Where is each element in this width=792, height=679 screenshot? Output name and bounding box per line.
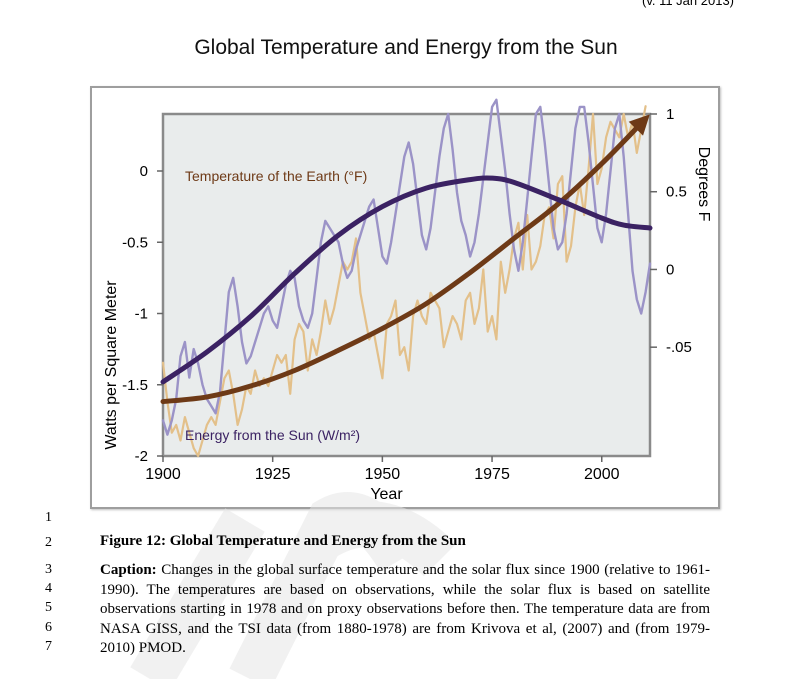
line-number: 7 [45, 639, 52, 654]
x-axis-label: Year [370, 486, 403, 503]
line-number: 5 [45, 600, 52, 615]
y-left-tick-label: -0.5 [122, 234, 148, 251]
y-axis-left-label: Watts per Square Meter [103, 280, 120, 450]
temperature-raw-line [161, 105, 647, 458]
series-layer [160, 98, 653, 458]
figure-label: Figure 12: Global Temperature and Energy… [100, 533, 466, 549]
y-left-tick-label: -1.5 [122, 377, 148, 394]
line-number: 3 [45, 562, 52, 577]
x-tick-label: 2000 [584, 466, 620, 483]
caption-text: Changes in the global surface temperatur… [100, 562, 711, 657]
y-left-tick-label: -1 [135, 306, 148, 323]
solar-series-label: Energy from the Sun (W/m²) [185, 427, 360, 443]
y-right-tick-label: 1 [666, 106, 674, 123]
line-number: 2 [45, 535, 52, 550]
y-left-tick-label: 0 [140, 163, 148, 180]
axis-layer: 1900 1925 1950 1975 2000 0 -0.5 -1 -1.5 -2 1 0.5 0 -.… [122, 106, 692, 483]
x-tick-label: 1900 [145, 466, 181, 483]
solar-trend-line [160, 175, 653, 385]
chart-title: Global Temperature and Energy from the S… [194, 36, 618, 59]
caption-heading: Caption: [100, 562, 157, 578]
y-right-tick-label: 0 [666, 261, 674, 278]
plot-area [161, 112, 652, 458]
line-number: 6 [45, 620, 52, 635]
y-left-tick-label: -2 [135, 448, 148, 465]
figure-caption: Caption: Changes in the global surface t… [100, 561, 710, 659]
y-axis-right-label: Degrees F [695, 147, 712, 222]
y-right-tick-label: -.05 [666, 339, 692, 356]
line-number: 1 [45, 510, 52, 525]
version-stamp: (v. 11 Jan 2013) [641, 0, 734, 8]
x-tick-label: 1925 [255, 466, 291, 483]
y-right-tick-label: 0.5 [666, 184, 687, 201]
temperature-series-label: Temperature of the Earth (°F) [185, 168, 367, 184]
temperature-trend-arrowhead [628, 114, 650, 136]
x-tick-label: 1950 [365, 466, 401, 483]
x-tick-label: 1975 [474, 466, 510, 483]
line-number: 4 [45, 581, 52, 596]
